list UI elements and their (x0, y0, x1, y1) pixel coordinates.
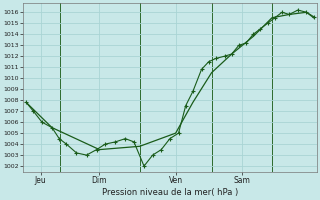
X-axis label: Pression niveau de la mer( hPa ): Pression niveau de la mer( hPa ) (102, 188, 238, 197)
